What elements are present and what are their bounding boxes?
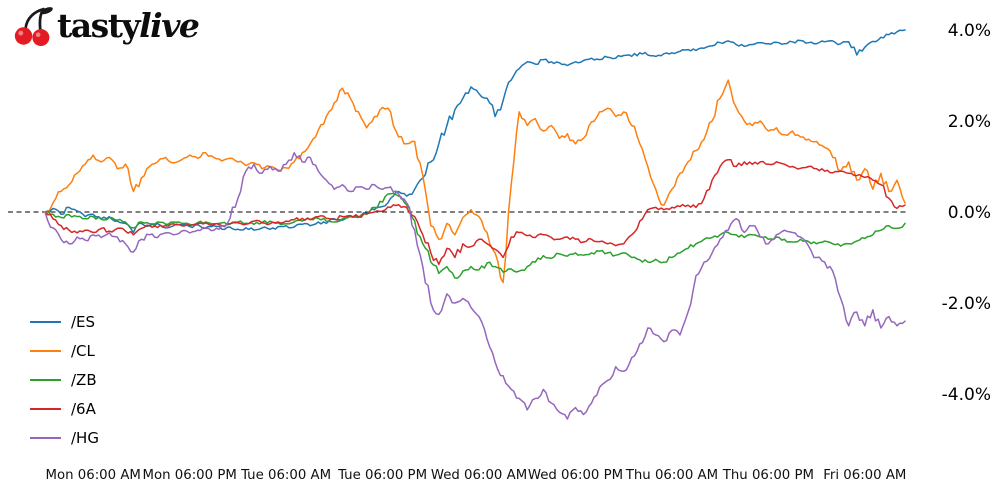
legend-item-cl: /CL [30, 340, 99, 361]
y-axis-tick-label: 0.0% [948, 203, 991, 223]
x-axis-tick-label: Thu 06:00 PM [722, 468, 814, 483]
legend-item-zb: /ZB [30, 369, 99, 390]
legend-label: /CL [71, 341, 95, 360]
legend-item-hg: /HG [30, 427, 99, 448]
legend: /ES/CL/ZB/6A/HG [30, 311, 99, 448]
legend-line-swatch [30, 436, 61, 439]
x-axis-tick-label: Wed 06:00 PM [528, 468, 623, 483]
legend-item-6a: /6A [30, 398, 99, 419]
cherry-icon [14, 7, 53, 47]
legend-line-swatch [30, 378, 61, 381]
series-line-6a [44, 158, 906, 266]
brand-logo: tastylive [12, 5, 200, 47]
legend-line-swatch [30, 349, 61, 352]
y-axis-tick-label: -2.0% [942, 294, 991, 314]
legend-label: /ES [71, 312, 96, 331]
x-axis-tick-label: Wed 06:00 AM [431, 468, 527, 483]
legend-line-swatch [30, 320, 61, 323]
x-axis-tick-label: Mon 06:00 AM [46, 468, 141, 483]
x-axis-tick-label: Tue 06:00 PM [337, 468, 427, 483]
brand-text-live: live [139, 6, 200, 45]
x-axis-tick-label: Tue 06:00 AM [240, 468, 331, 483]
series-line-es [44, 29, 906, 234]
brand-text: tastylive [57, 6, 200, 46]
y-axis-tick-label: 2.0% [948, 112, 991, 132]
x-axis-tick-label: Thu 06:00 AM [625, 468, 718, 483]
y-axis-tick-label: 4.0% [948, 21, 991, 41]
series-line-cl [44, 79, 906, 284]
legend-line-swatch [30, 407, 61, 410]
legend-item-es: /ES [30, 311, 99, 332]
legend-label: /HG [71, 428, 99, 447]
legend-label: /6A [71, 399, 96, 418]
brand-text-tasty: tasty [57, 6, 141, 45]
legend-label: /ZB [71, 370, 97, 389]
y-axis-tick-label: -4.0% [942, 385, 991, 405]
series-line-hg [44, 152, 906, 420]
x-axis-tick-label: Fri 06:00 AM [823, 468, 906, 483]
x-axis-tick-label: Mon 06:00 PM [143, 468, 237, 483]
